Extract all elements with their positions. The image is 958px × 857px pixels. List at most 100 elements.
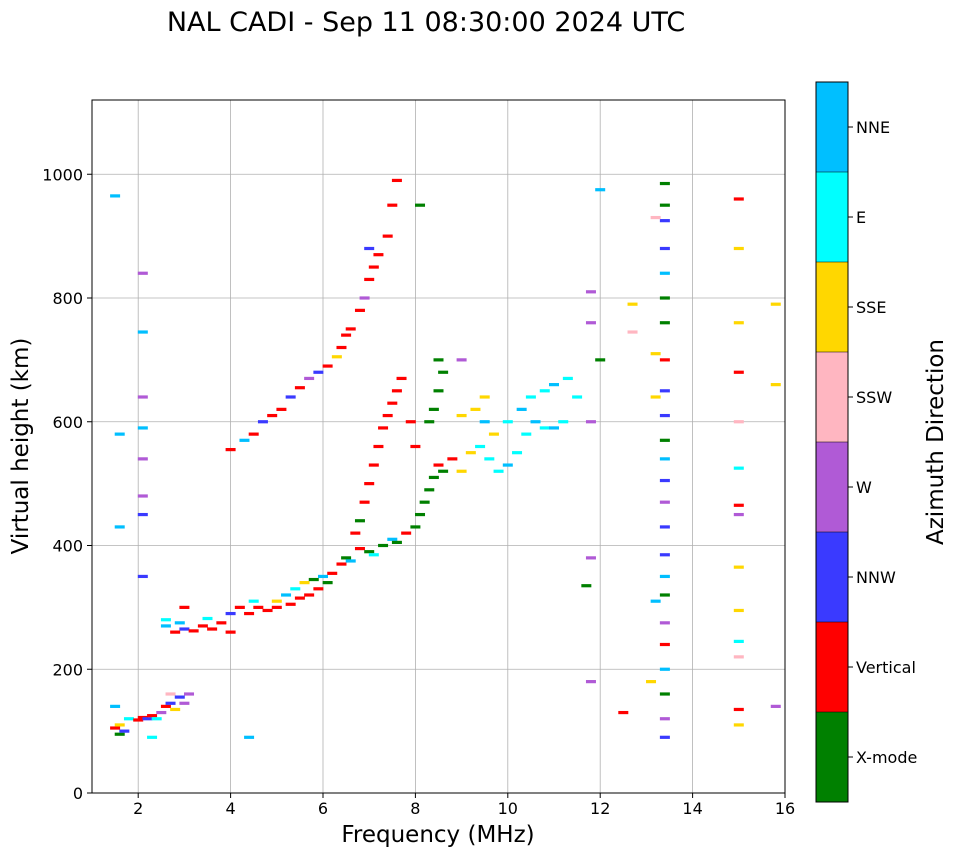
- echo-point-ssw: [733, 420, 744, 424]
- echo-point-vertical: [659, 358, 670, 362]
- echo-point-nne: [595, 188, 606, 192]
- y-tick-label: 200: [52, 660, 83, 679]
- echo-point-vertical: [313, 587, 324, 591]
- echo-point-vertical: [659, 642, 670, 647]
- echo-point-nnw: [659, 219, 670, 223]
- echo-point-e: [539, 389, 550, 393]
- y-tick-label: 600: [52, 413, 83, 432]
- echo-point-nnw: [137, 512, 148, 517]
- x-tick-label: 16: [775, 799, 795, 818]
- echo-point-e: [160, 618, 171, 622]
- colorbar-tick-label: NNE: [856, 118, 890, 137]
- echo-point-x-mode: [424, 420, 435, 424]
- echo-point-x-mode: [428, 407, 439, 411]
- echo-point-e: [493, 469, 504, 473]
- echo-point-vertical: [405, 420, 416, 424]
- echo-point-nne: [650, 599, 661, 603]
- echo-point-sse: [650, 352, 661, 356]
- echo-point-x-mode: [114, 732, 125, 736]
- echo-point-sse: [271, 599, 282, 603]
- echo-point-w: [137, 457, 148, 461]
- echo-point-x-mode: [410, 525, 421, 529]
- echo-point-nnw: [659, 553, 670, 557]
- echo-point-nne: [174, 621, 185, 625]
- colorbar-tick-label: E: [856, 208, 866, 227]
- echo-point-sse: [465, 451, 476, 455]
- echo-point-x-mode: [659, 181, 670, 186]
- echo-point-vertical: [364, 482, 375, 486]
- echo-point-sse: [650, 395, 661, 399]
- echo-point-vertical: [396, 376, 407, 381]
- echo-point-nne: [239, 438, 250, 442]
- echo-point-x-mode: [659, 593, 670, 597]
- echo-point-nne: [110, 194, 121, 198]
- x-axis-label: Frequency (MHz): [341, 822, 534, 848]
- echo-point-e: [733, 639, 744, 644]
- echo-point-nnw: [142, 717, 153, 721]
- echo-point-vertical: [373, 253, 384, 257]
- echo-point-x-mode: [433, 389, 444, 393]
- colorbar-tick-label: SSE: [856, 298, 886, 317]
- echo-point-vertical: [364, 277, 375, 282]
- echo-point-vertical: [197, 624, 208, 628]
- echo-point-w: [137, 494, 148, 498]
- colorbar-segment-ssw: [816, 352, 848, 442]
- echo-point-e: [368, 553, 379, 557]
- echo-point-nnw: [659, 525, 670, 529]
- echo-point-vertical: [733, 503, 744, 507]
- echo-point-sse: [770, 302, 781, 306]
- echo-point-vertical: [244, 611, 255, 616]
- x-tick-label: 4: [226, 799, 236, 818]
- echo-point-x-mode: [378, 543, 389, 548]
- echo-point-vertical: [267, 413, 278, 418]
- echo-point-nne: [110, 704, 121, 708]
- colorbar-segment-nne: [816, 82, 848, 172]
- colorbar-tick-label: SSW: [856, 388, 892, 407]
- colorbar-tick-label: X-mode: [856, 748, 917, 767]
- echo-point-sse: [479, 395, 490, 399]
- chart-title: NAL CADI - Sep 11 08:30:00 2024 UTC: [167, 7, 685, 38]
- echo-point-x-mode: [419, 500, 430, 504]
- echo-point-sse: [470, 407, 481, 411]
- echo-point-vertical: [401, 531, 412, 535]
- echo-point-vertical: [618, 710, 629, 715]
- echo-point-sse: [331, 355, 342, 359]
- y-axis-label: Virtual height (km): [8, 338, 34, 555]
- echo-point-vertical: [336, 345, 347, 350]
- plot-frame: [91, 99, 786, 794]
- echo-point-nne: [549, 383, 559, 387]
- echo-point-w: [585, 556, 596, 560]
- echo-point-vertical: [248, 432, 259, 436]
- echo-point-x-mode: [322, 581, 333, 585]
- echo-point-vertical: [304, 593, 315, 597]
- echo-point-sse: [114, 723, 125, 727]
- echo-point-sse: [733, 565, 744, 569]
- echo-point-w: [137, 271, 148, 275]
- echo-point-nnw: [285, 395, 296, 399]
- echo-point-e: [558, 420, 569, 424]
- x-axis-ticks: 2 4 6 8 10 12 14 16: [133, 793, 795, 818]
- echo-point-nnw: [119, 729, 130, 733]
- echo-point-vertical: [387, 203, 398, 207]
- echo-point-sse: [770, 383, 781, 387]
- echo-point-e: [484, 457, 495, 461]
- echo-point-vertical: [368, 265, 379, 269]
- echo-point-w: [733, 512, 744, 517]
- echo-point-vertical: [294, 386, 305, 390]
- echo-point-vertical: [110, 726, 121, 730]
- x-tick-label: 12: [590, 799, 610, 818]
- echo-point-x-mode: [659, 438, 670, 442]
- echo-point-x-mode: [341, 556, 352, 560]
- echo-point-w: [659, 621, 670, 625]
- x-tick-label: 2: [133, 799, 143, 818]
- echo-point-vertical: [387, 401, 398, 405]
- echo-point-w: [137, 395, 148, 399]
- echo-point-x-mode: [415, 512, 426, 517]
- echo-point-x-mode: [364, 550, 375, 554]
- echo-point-w: [770, 704, 781, 708]
- echo-point-w: [659, 717, 670, 721]
- echo-point-nne: [502, 463, 513, 467]
- echo-point-vertical: [391, 178, 402, 183]
- echo-point-sse: [627, 302, 638, 306]
